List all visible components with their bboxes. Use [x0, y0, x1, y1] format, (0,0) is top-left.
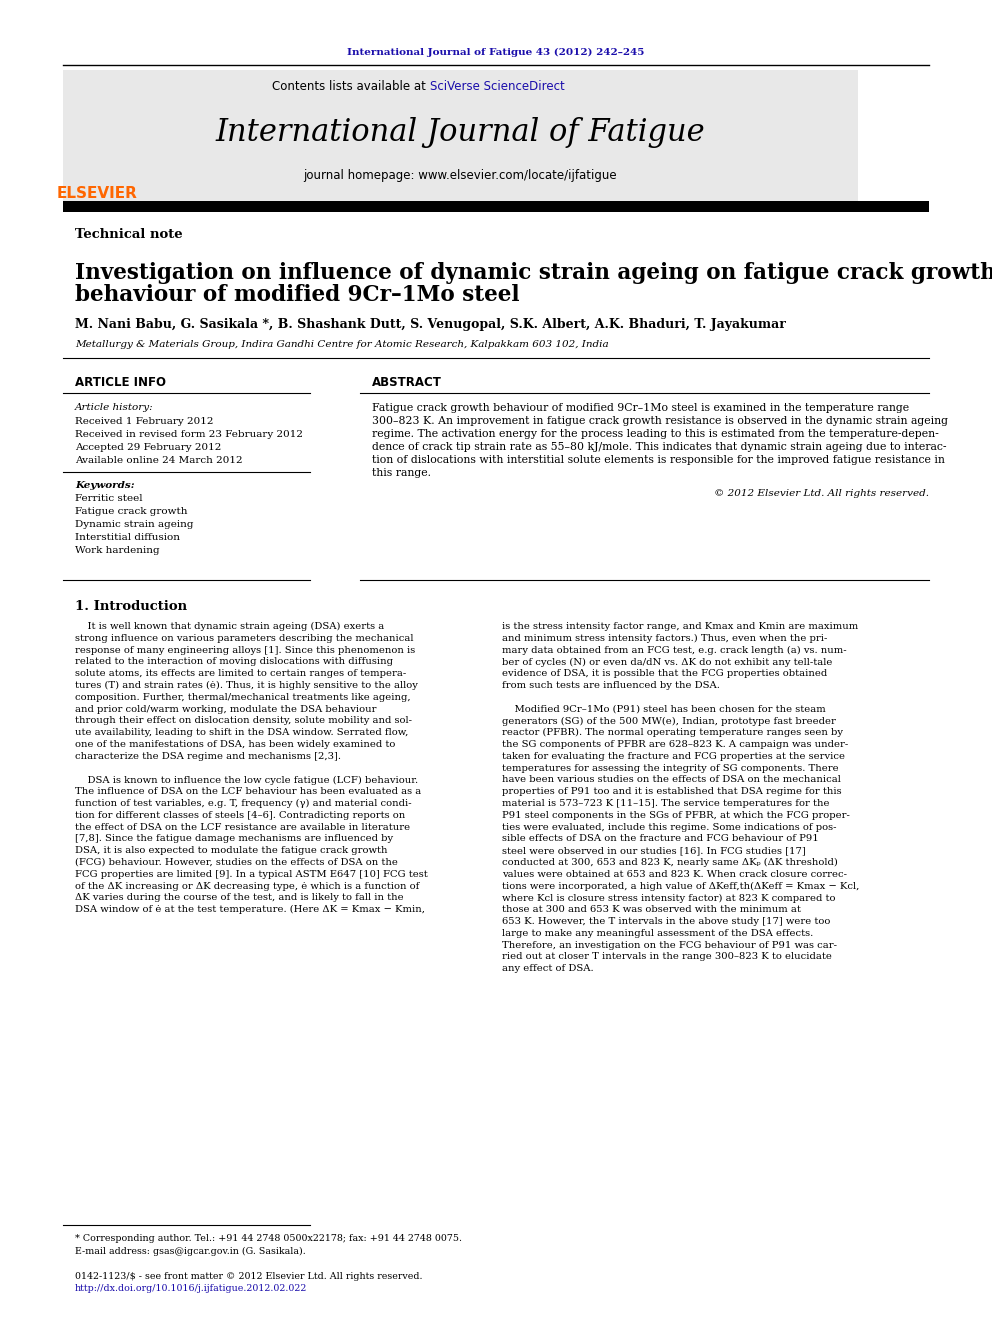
Text: Dynamic strain ageing: Dynamic strain ageing — [75, 520, 193, 529]
Text: related to the interaction of moving dislocations with diffusing: related to the interaction of moving dis… — [75, 658, 393, 667]
Text: E-mail address: gsas@igcar.gov.in (G. Sasikala).: E-mail address: gsas@igcar.gov.in (G. Sa… — [75, 1248, 306, 1256]
Text: one of the manifestations of DSA, has been widely examined to: one of the manifestations of DSA, has be… — [75, 740, 396, 749]
Text: Fatigue crack growth: Fatigue crack growth — [75, 507, 187, 516]
Text: this range.: this range. — [372, 468, 431, 478]
Text: Fatigue crack growth behaviour of modified 9Cr–1Mo steel is examined in the temp: Fatigue crack growth behaviour of modifi… — [372, 404, 909, 413]
Text: characterize the DSA regime and mechanisms [2,3].: characterize the DSA regime and mechanis… — [75, 751, 341, 761]
Text: ried out at closer T intervals in the range 300–823 K to elucidate: ried out at closer T intervals in the ra… — [502, 953, 832, 962]
Text: large to make any meaningful assessment of the DSA effects.: large to make any meaningful assessment … — [502, 929, 813, 938]
Text: International Journal of Fatigue 43 (2012) 242–245: International Journal of Fatigue 43 (201… — [347, 48, 645, 57]
Text: solute atoms, its effects are limited to certain ranges of tempera-: solute atoms, its effects are limited to… — [75, 669, 407, 679]
Text: 653 K. However, the T intervals in the above study [17] were too: 653 K. However, the T intervals in the a… — [502, 917, 830, 926]
Text: have been various studies on the effects of DSA on the mechanical: have been various studies on the effects… — [502, 775, 841, 785]
Text: from such tests are influenced by the DSA.: from such tests are influenced by the DS… — [502, 681, 720, 691]
Text: is the stress intensity factor range, and Kmax and Kmin are maximum: is the stress intensity factor range, an… — [502, 622, 858, 631]
Text: * Corresponding author. Tel.: +91 44 2748 0500x22178; fax: +91 44 2748 0075.: * Corresponding author. Tel.: +91 44 274… — [75, 1234, 462, 1244]
Text: mary data obtained from an FCG test, e.g. crack length (a) vs. num-: mary data obtained from an FCG test, e.g… — [502, 646, 846, 655]
Text: Received in revised form 23 February 2012: Received in revised form 23 February 201… — [75, 430, 303, 439]
Bar — [63, 201, 929, 212]
Text: properties of P91 too and it is established that DSA regime for this: properties of P91 too and it is establis… — [502, 787, 841, 796]
Text: Available online 24 March 2012: Available online 24 March 2012 — [75, 456, 243, 464]
Text: It is well known that dynamic strain ageing (DSA) exerts a: It is well known that dynamic strain age… — [75, 622, 384, 631]
Text: http://dx.doi.org/10.1016/j.ijfatigue.2012.02.022: http://dx.doi.org/10.1016/j.ijfatigue.20… — [75, 1285, 308, 1293]
Text: ABSTRACT: ABSTRACT — [372, 376, 441, 389]
Text: values were obtained at 653 and 823 K. When crack closure correc-: values were obtained at 653 and 823 K. W… — [502, 869, 847, 878]
Text: composition. Further, thermal/mechanical treatments like ageing,: composition. Further, thermal/mechanical… — [75, 693, 411, 701]
Text: 300–823 K. An improvement in fatigue crack growth resistance is observed in the : 300–823 K. An improvement in fatigue cra… — [372, 415, 948, 426]
Text: generators (SG) of the 500 MW(e), Indian, prototype fast breeder: generators (SG) of the 500 MW(e), Indian… — [502, 716, 836, 725]
Text: Accepted 29 February 2012: Accepted 29 February 2012 — [75, 443, 221, 452]
Text: any effect of DSA.: any effect of DSA. — [502, 964, 593, 974]
Text: Work hardening: Work hardening — [75, 546, 160, 556]
Text: ARTICLE INFO: ARTICLE INFO — [75, 376, 166, 389]
Text: ties were evaluated, include this regime. Some indications of pos-: ties were evaluated, include this regime… — [502, 823, 836, 832]
Text: tures (T) and strain rates (ė). Thus, it is highly sensitive to the alloy: tures (T) and strain rates (ė). Thus, it… — [75, 681, 418, 691]
Text: [7,8]. Since the fatigue damage mechanisms are influenced by: [7,8]. Since the fatigue damage mechanis… — [75, 835, 393, 843]
Text: Contents lists available at: Contents lists available at — [273, 79, 430, 93]
Bar — [63, 70, 858, 205]
Text: behaviour of modified 9Cr–1Mo steel: behaviour of modified 9Cr–1Mo steel — [75, 284, 520, 306]
Text: DSA, it is also expected to modulate the fatigue crack growth: DSA, it is also expected to modulate the… — [75, 847, 388, 855]
Text: DSA window of ė at the test temperature. (Here ΔK = Kmax − Kmin,: DSA window of ė at the test temperature.… — [75, 905, 425, 914]
Text: dence of crack tip strain rate as 55–80 kJ/mole. This indicates that dynamic str: dence of crack tip strain rate as 55–80 … — [372, 442, 946, 452]
Text: regime. The activation energy for the process leading to this is estimated from : regime. The activation energy for the pr… — [372, 429, 938, 439]
Text: steel were observed in our studies [16]. In FCG studies [17]: steel were observed in our studies [16].… — [502, 847, 806, 855]
Text: conducted at 300, 653 and 823 K, nearly same ΔKₚ (ΔK threshold): conducted at 300, 653 and 823 K, nearly … — [502, 859, 838, 867]
Text: function of test variables, e.g. T, frequency (γ) and material condi-: function of test variables, e.g. T, freq… — [75, 799, 412, 808]
Text: and minimum stress intensity factors.) Thus, even when the pri-: and minimum stress intensity factors.) T… — [502, 634, 827, 643]
Text: those at 300 and 653 K was observed with the minimum at: those at 300 and 653 K was observed with… — [502, 905, 801, 914]
Text: temperatures for assessing the integrity of SG components. There: temperatures for assessing the integrity… — [502, 763, 838, 773]
Text: Received 1 February 2012: Received 1 February 2012 — [75, 417, 213, 426]
Text: tion of dislocations with interstitial solute elements is responsible for the im: tion of dislocations with interstitial s… — [372, 455, 944, 464]
Text: response of many engineering alloys [1]. Since this phenomenon is: response of many engineering alloys [1].… — [75, 646, 416, 655]
Text: ΔK varies during the course of the test, and is likely to fall in the: ΔK varies during the course of the test,… — [75, 893, 404, 902]
Text: Therefore, an investigation on the FCG behaviour of P91 was car-: Therefore, an investigation on the FCG b… — [502, 941, 837, 950]
Text: Investigation on influence of dynamic strain ageing on fatigue crack growth: Investigation on influence of dynamic st… — [75, 262, 992, 284]
Text: material is 573–723 K [11–15]. The service temperatures for the: material is 573–723 K [11–15]. The servi… — [502, 799, 829, 808]
Text: M. Nani Babu, G. Sasikala *, B. Shashank Dutt, S. Venugopal, S.K. Albert, A.K. B: M. Nani Babu, G. Sasikala *, B. Shashank… — [75, 318, 786, 331]
Text: P91 steel components in the SGs of PFBR, at which the FCG proper-: P91 steel components in the SGs of PFBR,… — [502, 811, 850, 820]
Text: The influence of DSA on the LCF behaviour has been evaluated as a: The influence of DSA on the LCF behaviou… — [75, 787, 422, 796]
Text: DSA is known to influence the low cycle fatigue (LCF) behaviour.: DSA is known to influence the low cycle … — [75, 775, 418, 785]
Text: ber of cycles (N) or even da/dN vs. ΔK do not exhibit any tell-tale: ber of cycles (N) or even da/dN vs. ΔK d… — [502, 658, 832, 667]
Text: Interstitial diffusion: Interstitial diffusion — [75, 533, 180, 542]
Text: Metallurgy & Materials Group, Indira Gandhi Centre for Atomic Research, Kalpakka: Metallurgy & Materials Group, Indira Gan… — [75, 340, 609, 349]
Text: reactor (PFBR). The normal operating temperature ranges seen by: reactor (PFBR). The normal operating tem… — [502, 728, 843, 737]
Text: ute availability, leading to shift in the DSA window. Serrated flow,: ute availability, leading to shift in th… — [75, 728, 409, 737]
Text: evidence of DSA, it is possible that the FCG properties obtained: evidence of DSA, it is possible that the… — [502, 669, 827, 679]
Text: 1. Introduction: 1. Introduction — [75, 601, 187, 613]
Text: of the ΔK increasing or ΔK decreasing type, ė which is a function of: of the ΔK increasing or ΔK decreasing ty… — [75, 881, 420, 890]
Text: tion for different classes of steels [4–6]. Contradicting reports on: tion for different classes of steels [4–… — [75, 811, 406, 820]
Text: sible effects of DSA on the fracture and FCG behaviour of P91: sible effects of DSA on the fracture and… — [502, 835, 818, 843]
Text: strong influence on various parameters describing the mechanical: strong influence on various parameters d… — [75, 634, 414, 643]
Text: International Journal of Fatigue: International Journal of Fatigue — [215, 118, 704, 148]
Text: the SG components of PFBR are 628–823 K. A campaign was under-: the SG components of PFBR are 628–823 K.… — [502, 740, 848, 749]
Text: Article history:: Article history: — [75, 404, 154, 411]
Text: Keywords:: Keywords: — [75, 482, 135, 490]
Text: Ferritic steel: Ferritic steel — [75, 493, 143, 503]
Text: the effect of DSA on the LCF resistance are available in literature: the effect of DSA on the LCF resistance … — [75, 823, 410, 832]
Text: SciVerse ScienceDirect: SciVerse ScienceDirect — [430, 79, 564, 93]
Text: 0142-1123/$ - see front matter © 2012 Elsevier Ltd. All rights reserved.: 0142-1123/$ - see front matter © 2012 El… — [75, 1271, 423, 1281]
Text: taken for evaluating the fracture and FCG properties at the service: taken for evaluating the fracture and FC… — [502, 751, 845, 761]
Text: journal homepage: www.elsevier.com/locate/ijfatigue: journal homepage: www.elsevier.com/locat… — [304, 168, 617, 181]
Text: (FCG) behaviour. However, studies on the effects of DSA on the: (FCG) behaviour. However, studies on the… — [75, 859, 398, 867]
Text: and prior cold/warm working, modulate the DSA behaviour: and prior cold/warm working, modulate th… — [75, 705, 377, 713]
Text: © 2012 Elsevier Ltd. All rights reserved.: © 2012 Elsevier Ltd. All rights reserved… — [714, 490, 929, 497]
Text: Modified 9Cr–1Mo (P91) steel has been chosen for the steam: Modified 9Cr–1Mo (P91) steel has been ch… — [502, 705, 825, 713]
Text: through their effect on dislocation density, solute mobility and sol-: through their effect on dislocation dens… — [75, 716, 412, 725]
Text: FCG properties are limited [9]. In a typical ASTM E647 [10] FCG test: FCG properties are limited [9]. In a typ… — [75, 869, 428, 878]
Text: tions were incorporated, a high value of ΔKeff,th(ΔKeff = Kmax − Kcl,: tions were incorporated, a high value of… — [502, 881, 859, 890]
Text: where Kcl is closure stress intensity factor) at 823 K compared to: where Kcl is closure stress intensity fa… — [502, 893, 835, 902]
Text: Technical note: Technical note — [75, 228, 183, 241]
Text: ELSEVIER: ELSEVIER — [57, 185, 138, 201]
